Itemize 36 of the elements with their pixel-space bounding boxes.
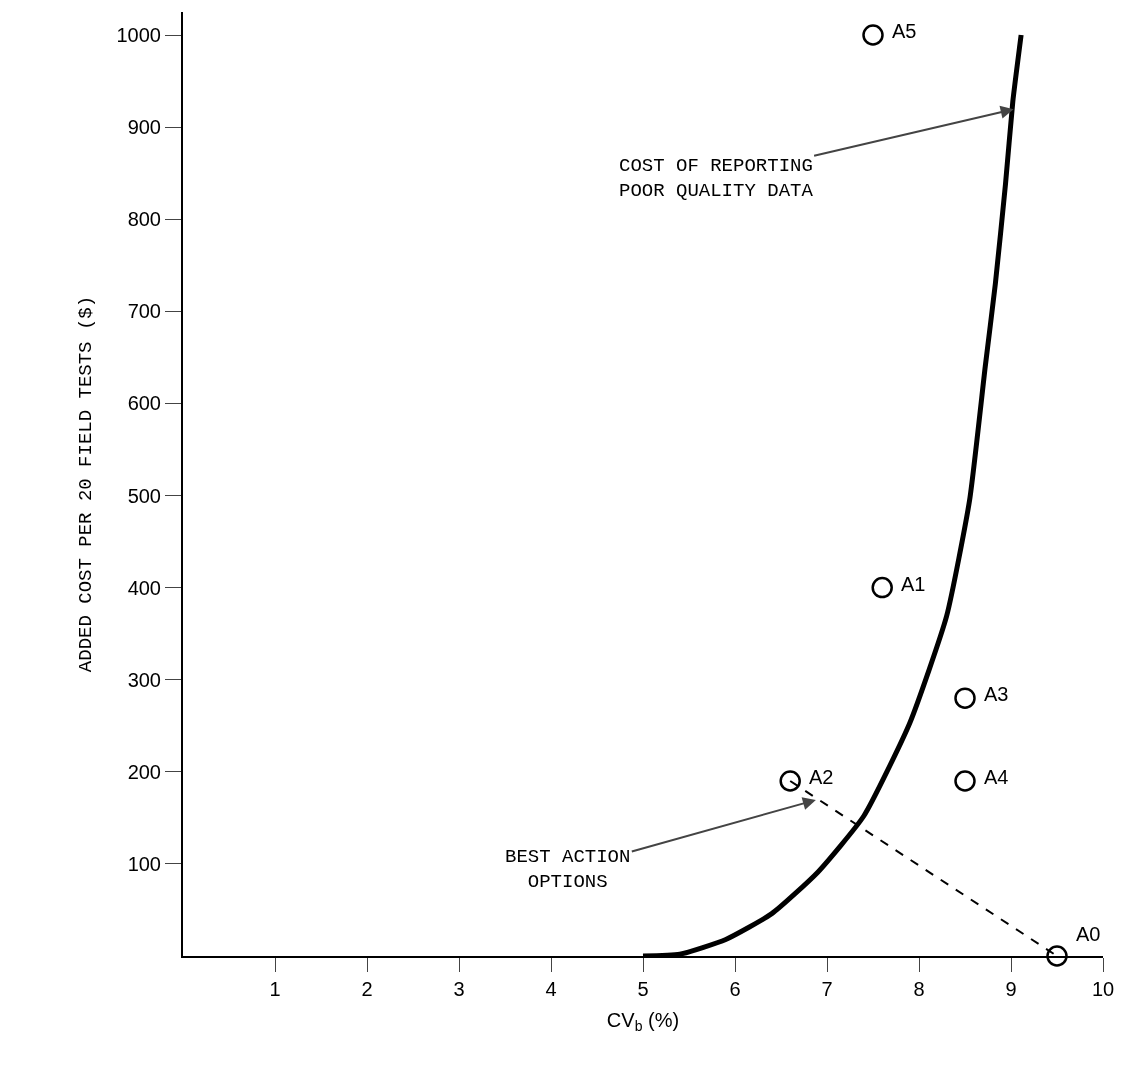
y-tick-label: 200 (127, 760, 161, 783)
annotation: COST OF REPORTING POOR QUALITY DATA (619, 155, 814, 202)
x-tick-label: 1 (269, 978, 281, 1000)
y-tick-label: 400 (127, 576, 161, 599)
x-tick-label: 8 (913, 978, 925, 1000)
y-tick-label: 600 (127, 392, 161, 415)
x-tick-label: 10 (1091, 978, 1115, 1000)
y-axis-title: ADDED COST PER 20 FIELD TESTS ($) (74, 295, 97, 673)
x-tick-label: 9 (1005, 978, 1017, 1000)
annotation: A1 (901, 573, 926, 595)
point (1046, 945, 1068, 967)
y-tick-label: 500 (127, 484, 161, 507)
y-tick-label: 800 (127, 208, 161, 231)
point (871, 576, 893, 599)
x-tick-label: 5 (637, 978, 649, 1000)
point (954, 770, 976, 792)
point (954, 687, 976, 709)
x-tick-label: 4 (545, 978, 557, 1000)
y-tick-label: 100 (127, 852, 161, 875)
point (862, 24, 884, 46)
annotation: A5 (892, 20, 917, 42)
x-tick-label: 6 (729, 978, 741, 1000)
x-tick-label: 2 (361, 978, 373, 1000)
y-tick-label: 300 (127, 668, 161, 691)
point (779, 770, 801, 792)
annotation: A3 (984, 683, 1009, 705)
x-tick-label: 7 (821, 978, 833, 1000)
y-tick-label: 1000 (116, 24, 161, 47)
annotation: A4 (984, 766, 1009, 788)
annotation: A0 (1076, 923, 1101, 945)
annotation: A2 (809, 766, 834, 788)
x-tick-label: 3 (453, 978, 465, 1000)
annotation: BEST ACTION OPTIONS (505, 846, 631, 893)
y-tick-label: 700 (127, 300, 161, 323)
x-axis-title: CV$_{b}$ (%) (606, 1009, 680, 1035)
y-tick-label: 900 (127, 116, 161, 139)
